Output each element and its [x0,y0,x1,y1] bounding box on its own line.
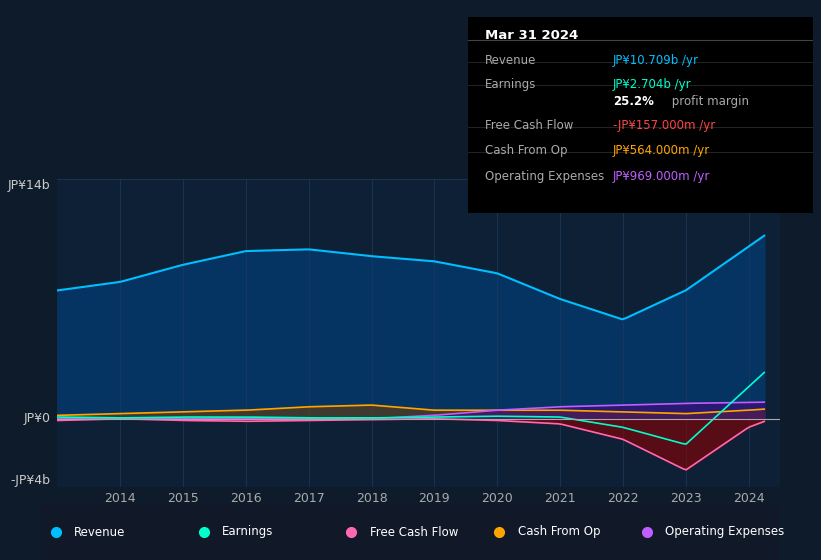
Text: Cash From Op: Cash From Op [485,144,567,157]
Text: JP¥0: JP¥0 [23,412,50,425]
Text: Operating Expenses: Operating Expenses [666,525,785,539]
Text: Revenue: Revenue [75,525,126,539]
Text: Free Cash Flow: Free Cash Flow [370,525,458,539]
Text: Earnings: Earnings [222,525,273,539]
Text: Cash From Op: Cash From Op [518,525,600,539]
Text: Earnings: Earnings [485,78,537,91]
Text: JP¥10.709b /yr: JP¥10.709b /yr [612,54,699,67]
Text: JP¥2.704b /yr: JP¥2.704b /yr [612,78,691,91]
Text: Revenue: Revenue [485,54,537,67]
Text: JP¥969.000m /yr: JP¥969.000m /yr [612,170,710,183]
Text: Mar 31 2024: Mar 31 2024 [485,29,579,41]
Text: 25.2%: 25.2% [612,95,654,108]
Text: -JP¥4b: -JP¥4b [10,474,50,487]
Text: Free Cash Flow: Free Cash Flow [485,119,574,132]
Text: -JP¥157.000m /yr: -JP¥157.000m /yr [612,119,715,132]
Text: JP¥564.000m /yr: JP¥564.000m /yr [612,144,710,157]
Text: JP¥14b: JP¥14b [7,179,50,192]
Text: profit margin: profit margin [668,95,749,108]
Text: Operating Expenses: Operating Expenses [485,170,604,183]
